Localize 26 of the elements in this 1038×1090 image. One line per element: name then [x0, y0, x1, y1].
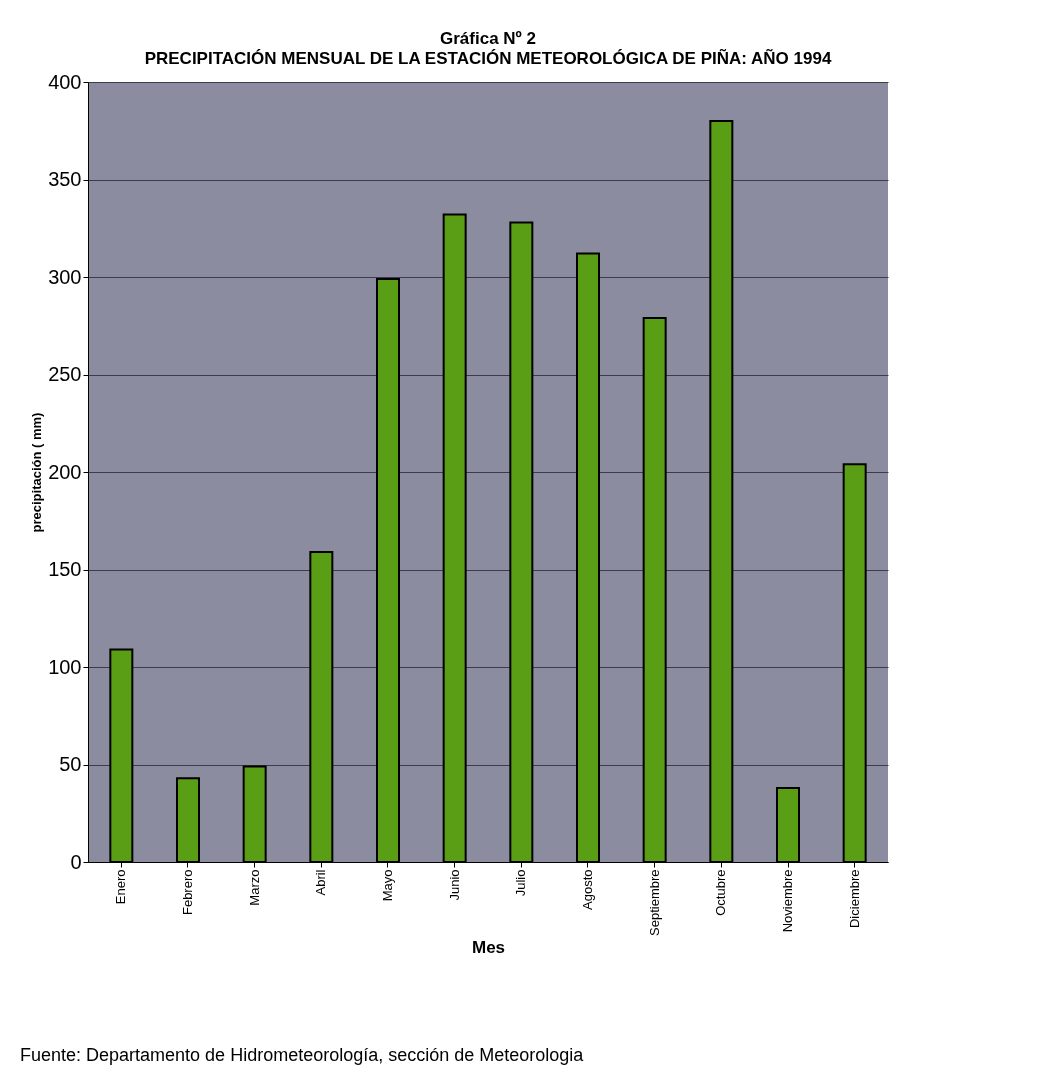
x-tick-label: Agosto: [580, 869, 595, 910]
x-tick-label: Junio: [446, 869, 462, 901]
x-tick-label: Diciembre: [846, 869, 862, 929]
y-tick-label: 200: [48, 460, 82, 483]
y-tick-label: 300: [48, 265, 82, 288]
y-tick-label: 400: [48, 70, 82, 93]
x-tick-label: Julio: [513, 869, 529, 897]
x-tick-label: Marzo: [246, 869, 262, 906]
x-axis-title: Mes: [471, 937, 506, 957]
x-tick-label: Febrero: [180, 869, 195, 916]
chart-title: Gráfica Nº 2: [440, 29, 536, 48]
x-tick-label: Enero: [113, 869, 129, 905]
y-tick-label: 100: [48, 655, 82, 678]
y-axis-title: precipitación ( mm): [29, 412, 45, 533]
x-tick-label: Septiembre: [646, 869, 662, 936]
chart-subtitle: PRECIPITACIÓN MENSUAL DE LA ESTACIÓN METEOROLÓGICA DE PIÑA: AÑO 1994: [144, 48, 832, 68]
y-tick-label: 250: [48, 363, 82, 385]
y-tick-label: 350: [48, 168, 82, 190]
x-tick-label: Octubre: [713, 869, 729, 916]
x-tick-label: Noviembre: [780, 869, 795, 933]
x-tick-label: Abril: [313, 869, 329, 896]
y-tick-label: 50: [59, 753, 82, 775]
y-tick-label: 150: [48, 558, 82, 580]
source-note: Fuente: Departamento de Hidrometeorología, sección de Meteorologia: [20, 1045, 585, 1066]
x-tick-label: Mayo: [380, 869, 395, 902]
y-tick-label: 0: [70, 850, 82, 873]
